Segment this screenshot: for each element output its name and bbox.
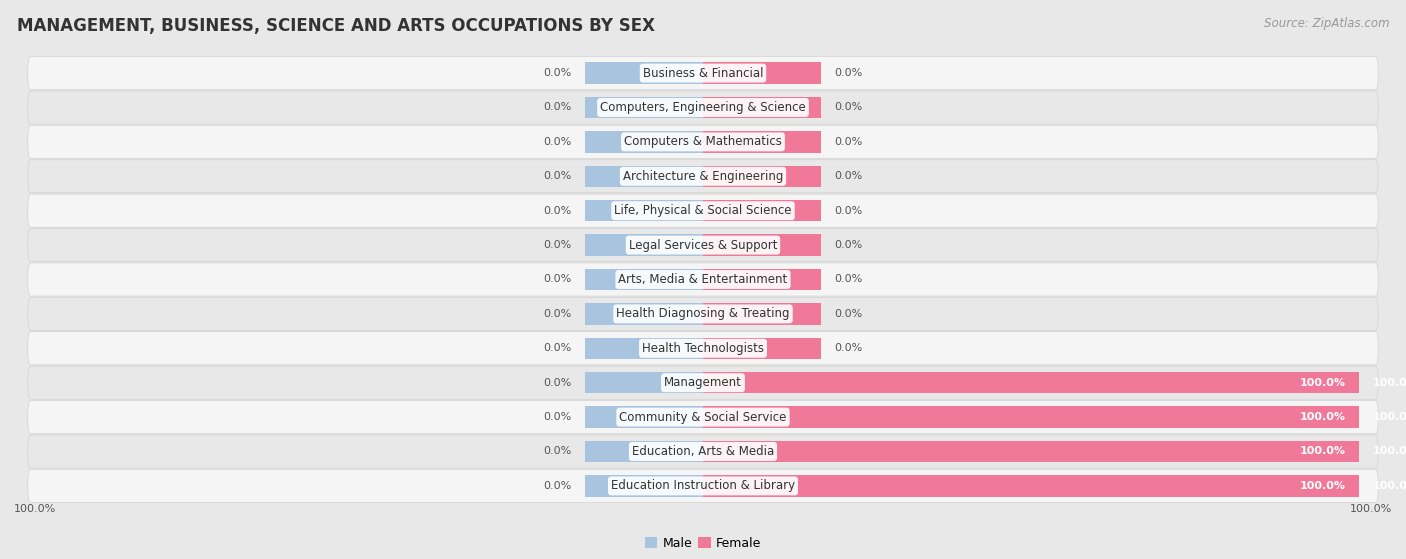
- Bar: [585, 475, 703, 496]
- Text: 0.0%: 0.0%: [544, 309, 572, 319]
- Bar: [585, 372, 703, 394]
- Bar: [703, 234, 821, 256]
- Text: 0.0%: 0.0%: [834, 171, 862, 181]
- Bar: [585, 131, 703, 153]
- Bar: [703, 475, 1360, 496]
- Text: 100.0%: 100.0%: [1372, 481, 1406, 491]
- Text: 100.0%: 100.0%: [1372, 412, 1406, 422]
- Text: 100.0%: 100.0%: [1301, 378, 1346, 388]
- FancyBboxPatch shape: [28, 332, 1378, 365]
- Text: Source: ZipAtlas.com: Source: ZipAtlas.com: [1264, 17, 1389, 30]
- Text: Education Instruction & Library: Education Instruction & Library: [612, 480, 794, 492]
- Bar: [585, 269, 703, 290]
- Bar: [585, 165, 703, 187]
- FancyBboxPatch shape: [28, 194, 1378, 227]
- Text: 100.0%: 100.0%: [1372, 378, 1406, 388]
- Text: MANAGEMENT, BUSINESS, SCIENCE AND ARTS OCCUPATIONS BY SEX: MANAGEMENT, BUSINESS, SCIENCE AND ARTS O…: [17, 17, 655, 35]
- Text: 100.0%: 100.0%: [1301, 447, 1346, 457]
- Bar: [703, 303, 821, 325]
- Bar: [703, 406, 1360, 428]
- Text: 0.0%: 0.0%: [834, 137, 862, 147]
- Text: Architecture & Engineering: Architecture & Engineering: [623, 170, 783, 183]
- Text: Health Diagnosing & Treating: Health Diagnosing & Treating: [616, 307, 790, 320]
- Bar: [703, 97, 821, 118]
- Text: Business & Financial: Business & Financial: [643, 67, 763, 79]
- Text: Community & Social Service: Community & Social Service: [619, 411, 787, 424]
- Bar: [703, 131, 821, 153]
- Bar: [703, 165, 821, 187]
- FancyBboxPatch shape: [28, 297, 1378, 330]
- Text: 100.0%: 100.0%: [1350, 504, 1392, 514]
- Text: 0.0%: 0.0%: [544, 102, 572, 112]
- Text: Management: Management: [664, 376, 742, 389]
- Bar: [703, 441, 1360, 462]
- Bar: [585, 97, 703, 118]
- Bar: [703, 200, 821, 221]
- Text: 0.0%: 0.0%: [544, 171, 572, 181]
- FancyBboxPatch shape: [28, 125, 1378, 158]
- Bar: [585, 303, 703, 325]
- Bar: [585, 234, 703, 256]
- Text: Legal Services & Support: Legal Services & Support: [628, 239, 778, 252]
- Text: 100.0%: 100.0%: [14, 504, 56, 514]
- Text: 0.0%: 0.0%: [544, 412, 572, 422]
- Text: 100.0%: 100.0%: [1301, 481, 1346, 491]
- Text: Education, Arts & Media: Education, Arts & Media: [631, 445, 775, 458]
- FancyBboxPatch shape: [28, 229, 1378, 262]
- Text: Life, Physical & Social Science: Life, Physical & Social Science: [614, 204, 792, 217]
- Text: 0.0%: 0.0%: [544, 378, 572, 388]
- Text: 0.0%: 0.0%: [544, 137, 572, 147]
- Bar: [585, 406, 703, 428]
- Text: 0.0%: 0.0%: [544, 274, 572, 285]
- Text: 0.0%: 0.0%: [834, 206, 862, 216]
- Text: 0.0%: 0.0%: [544, 481, 572, 491]
- FancyBboxPatch shape: [28, 263, 1378, 296]
- FancyBboxPatch shape: [28, 470, 1378, 503]
- Text: 100.0%: 100.0%: [1372, 447, 1406, 457]
- FancyBboxPatch shape: [28, 91, 1378, 124]
- Text: Health Technologists: Health Technologists: [643, 342, 763, 355]
- FancyBboxPatch shape: [28, 366, 1378, 399]
- Bar: [703, 372, 1360, 394]
- Legend: Male, Female: Male, Female: [640, 532, 766, 555]
- Text: 0.0%: 0.0%: [544, 206, 572, 216]
- Bar: [585, 338, 703, 359]
- Bar: [703, 63, 821, 84]
- Text: 0.0%: 0.0%: [834, 102, 862, 112]
- FancyBboxPatch shape: [28, 56, 1378, 89]
- Text: 0.0%: 0.0%: [544, 68, 572, 78]
- Text: 0.0%: 0.0%: [544, 343, 572, 353]
- Bar: [585, 200, 703, 221]
- Text: 0.0%: 0.0%: [834, 240, 862, 250]
- Bar: [703, 338, 821, 359]
- Bar: [703, 269, 821, 290]
- Text: 0.0%: 0.0%: [834, 68, 862, 78]
- Text: 100.0%: 100.0%: [1301, 412, 1346, 422]
- Bar: [585, 63, 703, 84]
- Text: Arts, Media & Entertainment: Arts, Media & Entertainment: [619, 273, 787, 286]
- Text: 0.0%: 0.0%: [834, 309, 862, 319]
- Text: 0.0%: 0.0%: [544, 240, 572, 250]
- Text: 0.0%: 0.0%: [544, 447, 572, 457]
- Bar: [585, 441, 703, 462]
- Text: Computers, Engineering & Science: Computers, Engineering & Science: [600, 101, 806, 114]
- FancyBboxPatch shape: [28, 435, 1378, 468]
- Text: 0.0%: 0.0%: [834, 274, 862, 285]
- FancyBboxPatch shape: [28, 401, 1378, 434]
- Text: 0.0%: 0.0%: [834, 343, 862, 353]
- FancyBboxPatch shape: [28, 160, 1378, 193]
- Text: Computers & Mathematics: Computers & Mathematics: [624, 135, 782, 148]
